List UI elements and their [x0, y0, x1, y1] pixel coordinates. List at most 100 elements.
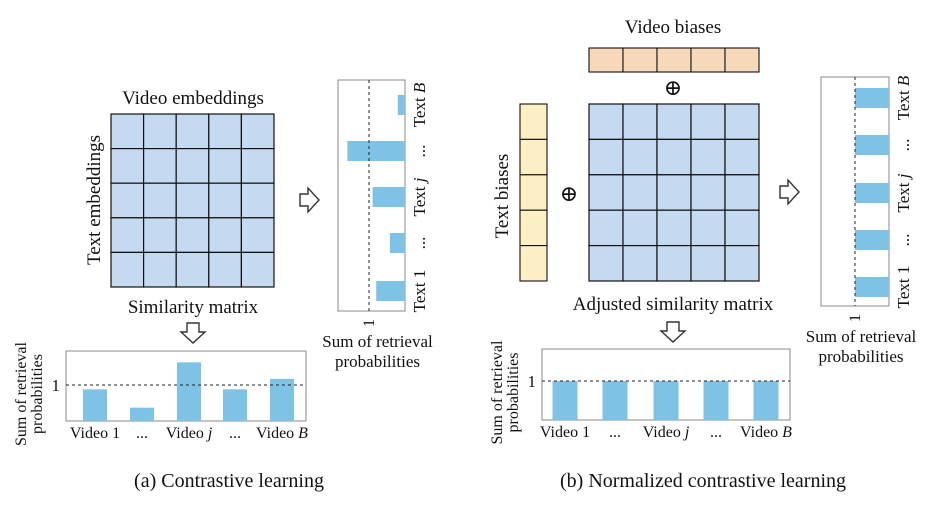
bar: [130, 407, 154, 421]
y-tick-label-text: Text: [894, 178, 913, 212]
y-tick-label: Text B: [894, 75, 913, 120]
x-tick-label-text: Video 1: [540, 424, 590, 441]
x-tick-label-text: Video: [643, 424, 685, 441]
matrix-cell: [110, 217, 145, 254]
matrix-cell: [110, 148, 145, 184]
matrix-cell: [724, 103, 760, 141]
x-tick-label: Video j: [166, 425, 213, 442]
x-axis-label-line1: Sum of retrieval: [322, 332, 433, 351]
y-tick-label-italic: j: [894, 173, 913, 180]
matrix-cell: [656, 209, 692, 247]
x-tick-label-text: ...: [136, 425, 148, 442]
matrix-cell: [656, 103, 692, 141]
matrix-cell: [110, 113, 145, 150]
y-tick-label-italic: B: [894, 75, 913, 86]
matrix-cell: [724, 138, 760, 176]
matrix-cell: [724, 245, 760, 282]
y-tick-label-text: ...: [410, 237, 429, 250]
matrix-cell: [175, 251, 210, 288]
video-bias-cell: [622, 47, 658, 73]
y-tick-label-text: Text: [410, 93, 429, 127]
matrix-cell: [240, 251, 275, 288]
x-tick-label: ...: [710, 424, 722, 441]
y-tick-label-text: Text 1: [894, 266, 913, 309]
x-tick-label-text: Video: [256, 425, 298, 442]
bar: [376, 281, 405, 301]
x-tick-label: Video 1: [70, 425, 120, 442]
similarity-matrix-label: Similarity matrix: [128, 297, 259, 318]
y-tick-label: Text 1: [894, 266, 913, 309]
y-tick-label: ...: [410, 237, 429, 250]
bar: [855, 88, 889, 108]
bar: [397, 95, 405, 115]
adjusted-similarity-matrix-label: Adjusted similarity matrix: [573, 294, 774, 315]
x-tick-label: Video B: [256, 425, 308, 442]
x-tick-label: Video 1: [540, 424, 590, 441]
panel-b: Video biases ⊕ Text biases ⊕ Adjusted si…: [489, 17, 917, 492]
matrix-cell: [208, 182, 243, 219]
y-tick-label: Text j: [410, 177, 429, 216]
matrix-cell: [588, 245, 624, 282]
matrix-cell: [208, 148, 243, 184]
bar: [347, 141, 405, 161]
bar: [270, 378, 294, 421]
video-bias-cell: [690, 47, 726, 73]
text-bias-cell: [519, 103, 548, 140]
bar: [753, 381, 779, 420]
y-tick-label: ...: [894, 139, 913, 152]
x-tick-label: Video B: [740, 424, 792, 441]
bar: [552, 381, 578, 420]
down-arrow-icon: [179, 322, 207, 344]
side-bar-chart-b: 1 Text 1... Text j... Text B Sum of retrieva…: [806, 75, 917, 366]
adjusted-similarity-matrix-grid: [588, 103, 760, 282]
x-axis-label-line2: probabilities: [819, 347, 904, 366]
text-bias-vector: [519, 103, 548, 282]
matrix-cell: [143, 251, 177, 288]
x-axis-label-line1: Sum of retrieval: [806, 327, 917, 346]
video-embeddings-label: Video embeddings: [122, 88, 264, 109]
matrix-cell: [110, 182, 145, 219]
x-tick-label: ...: [229, 425, 241, 442]
matrix-cell: [143, 113, 177, 150]
x-tick-label-italic: B: [782, 424, 792, 441]
y-tick-label: ...: [894, 234, 913, 247]
text-biases-label: Text biases: [492, 154, 513, 239]
y-tick-label-text: Text: [894, 86, 913, 120]
matrix-cell: [622, 209, 658, 247]
x-tick-label: ...: [609, 424, 621, 441]
video-bias-vector: [588, 47, 760, 73]
text-bias-cell: [519, 174, 548, 211]
matrix-cell: [143, 182, 177, 219]
matrix-cell: [690, 245, 726, 282]
bottom-bar-chart-a: 1 Video 1... Video j... Video B Sum of retri…: [13, 341, 308, 446]
reference-tick-label: 1: [361, 319, 378, 327]
matrix-cell: [240, 113, 275, 150]
x-tick-label: ...: [136, 425, 148, 442]
y-tick-label: Text 1: [410, 270, 429, 313]
reference-tick-label: 1: [528, 372, 537, 391]
y-axis-label-line2: probabilities: [505, 353, 522, 433]
x-tick-label-italic: B: [298, 425, 308, 442]
side-bar-chart-a: 1 Text 1... Text j... Text B Sum of retrieva…: [322, 79, 433, 371]
bar: [703, 381, 729, 420]
y-axis-label-line1: Sum of retrieval: [13, 341, 30, 446]
video-biases-label: Video biases: [625, 17, 721, 38]
x-tick-label-text: ...: [609, 424, 621, 441]
video-bias-cell: [588, 47, 624, 73]
matrix-cell: [143, 148, 177, 184]
y-tick-label-text: ...: [410, 145, 429, 158]
matrix-cell: [690, 103, 726, 141]
bar: [389, 233, 405, 253]
x-tick-label: Video j: [643, 424, 690, 441]
right-arrow-icon: [299, 186, 320, 214]
matrix-cell: [656, 174, 692, 211]
plus-top-icon: ⊕: [664, 75, 682, 100]
bar: [855, 135, 889, 155]
matrix-cell: [588, 103, 624, 141]
x-axis-label-line2: probabilities: [335, 352, 420, 371]
matrix-cell: [656, 245, 692, 282]
y-tick-label: ...: [410, 145, 429, 158]
right-arrow-icon-b: [779, 178, 800, 206]
down-arrow-icon-b: [659, 321, 687, 343]
